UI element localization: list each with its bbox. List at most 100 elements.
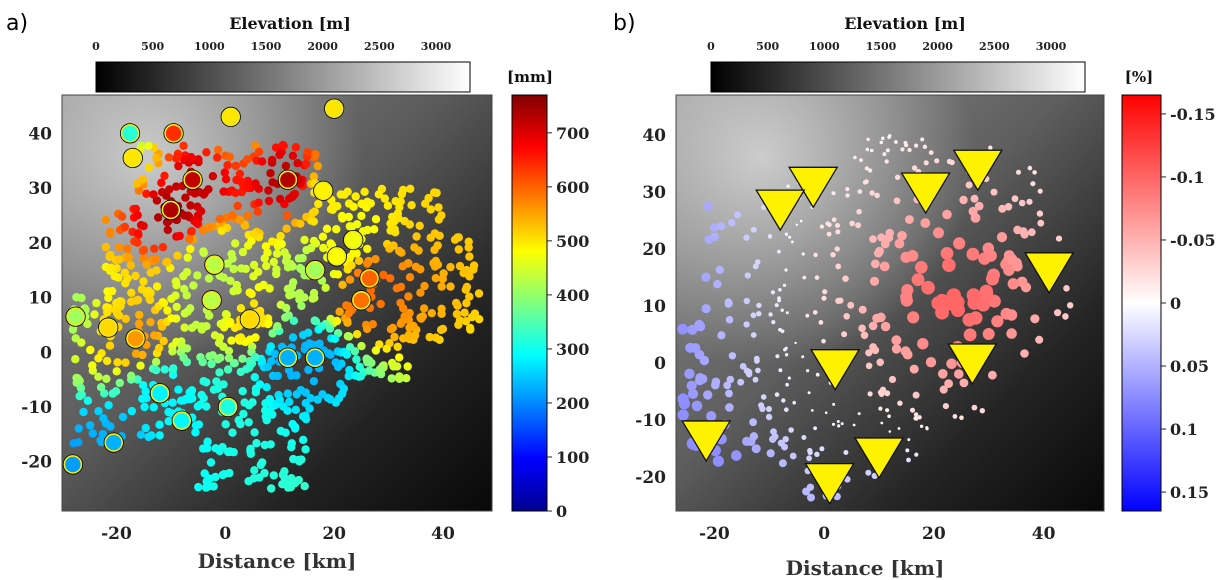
field-point — [728, 352, 737, 360]
field-point — [970, 194, 979, 203]
field-point — [88, 429, 98, 438]
y-tick-label: 20 — [28, 234, 52, 254]
field-point — [914, 416, 919, 421]
field-point — [264, 196, 274, 206]
field-point — [151, 357, 161, 367]
field-point — [290, 478, 300, 488]
field-point — [775, 354, 780, 359]
field-point — [879, 140, 884, 145]
field-point — [216, 353, 225, 362]
field-point — [238, 247, 248, 257]
field-point — [105, 341, 115, 350]
field-point — [266, 342, 275, 351]
field-point — [843, 313, 850, 320]
field-point — [979, 287, 994, 301]
x-tick-label: 40 — [431, 524, 455, 544]
field-point — [283, 406, 292, 415]
field-point — [884, 390, 891, 397]
field-point — [155, 431, 164, 440]
field-point — [742, 436, 752, 446]
field-point — [107, 286, 117, 296]
field-point — [880, 421, 884, 425]
station-marker-ring — [352, 290, 371, 310]
station-markers-a — [62, 98, 380, 475]
field-point — [297, 301, 306, 311]
field-point — [900, 147, 905, 152]
field-point — [253, 207, 263, 216]
field-point — [380, 194, 389, 203]
field-point — [684, 368, 695, 379]
panel-b-letter: b) — [613, 11, 636, 36]
station-marker-ring — [202, 290, 221, 310]
field-point — [221, 175, 231, 184]
field-point — [336, 190, 345, 199]
field-point — [920, 137, 925, 142]
field-point — [869, 276, 880, 286]
field-point — [243, 155, 252, 164]
field-point — [792, 400, 796, 405]
station-marker — [182, 169, 203, 190]
field-point — [289, 316, 299, 325]
field-point — [243, 241, 253, 250]
field-point — [135, 310, 144, 320]
field-point — [466, 325, 475, 334]
field-point — [189, 281, 198, 290]
field-point — [76, 383, 86, 393]
field-point — [691, 400, 703, 412]
field-point — [152, 196, 162, 205]
station-marker — [351, 290, 372, 311]
field-point — [121, 358, 130, 367]
field-point — [858, 305, 867, 314]
panel-b: Elevation [m] 0 500 1000 1500 2000 2500 3000 4… — [635, 14, 1215, 580]
field-point — [202, 148, 211, 157]
field-point — [281, 313, 290, 322]
field-point — [100, 389, 109, 398]
field-point — [790, 240, 794, 244]
field-point — [309, 377, 319, 386]
field-point — [124, 253, 133, 263]
field-point — [855, 222, 862, 229]
field-point — [902, 349, 913, 360]
field-point — [885, 148, 890, 153]
field-point — [239, 409, 248, 419]
field-point — [138, 175, 148, 184]
field-point — [843, 450, 849, 455]
field-point — [1011, 195, 1019, 203]
field-point — [891, 335, 902, 346]
field-point — [905, 215, 914, 224]
field-point — [1027, 165, 1033, 171]
field-point — [94, 372, 103, 381]
field-point — [807, 447, 813, 454]
field-point — [455, 261, 465, 271]
field-point — [311, 150, 320, 159]
field-point — [777, 439, 785, 447]
field-point — [877, 233, 886, 242]
field-point — [183, 253, 192, 262]
field-point — [710, 232, 719, 241]
field-point — [174, 385, 183, 394]
field-point — [192, 218, 201, 227]
field-point — [770, 428, 777, 435]
field-point — [281, 161, 291, 171]
field-point — [304, 365, 313, 375]
field-point — [326, 350, 335, 359]
y-tick-label: 10 — [642, 297, 666, 317]
station-marker — [62, 454, 83, 475]
field-point — [988, 370, 997, 380]
station-marker — [103, 432, 124, 453]
field-point — [230, 359, 239, 368]
field-point — [269, 471, 278, 480]
field-point — [737, 378, 745, 386]
field-point — [306, 243, 316, 253]
field-point — [314, 199, 323, 209]
field-point — [266, 169, 275, 178]
field-point — [300, 235, 309, 245]
field-point — [801, 355, 805, 359]
field-point — [190, 189, 200, 198]
field-point — [876, 358, 884, 367]
field-point — [880, 239, 890, 249]
field-point — [1020, 349, 1029, 358]
field-point — [199, 247, 208, 256]
field-point — [375, 365, 385, 374]
field-point — [167, 314, 176, 323]
